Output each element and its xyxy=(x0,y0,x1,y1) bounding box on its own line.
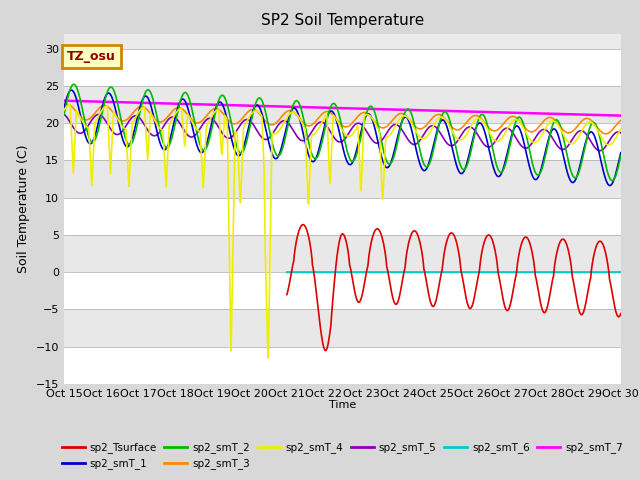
Bar xyxy=(64,310,621,347)
Y-axis label: Soil Temperature (C): Soil Temperature (C) xyxy=(17,144,30,273)
Bar xyxy=(64,347,621,384)
Title: SP2 Soil Temperature: SP2 Soil Temperature xyxy=(260,13,424,28)
Bar xyxy=(64,235,621,272)
Bar xyxy=(64,86,621,123)
Bar xyxy=(64,123,621,160)
Bar xyxy=(64,198,621,235)
Bar xyxy=(64,160,621,198)
Text: TZ_osu: TZ_osu xyxy=(67,50,116,63)
Bar xyxy=(64,272,621,310)
X-axis label: Time: Time xyxy=(329,400,356,410)
Legend: sp2_Tsurface, sp2_smT_1, sp2_smT_2, sp2_smT_3, sp2_smT_4, sp2_smT_5, sp2_smT_6, : sp2_Tsurface, sp2_smT_1, sp2_smT_2, sp2_… xyxy=(58,438,627,474)
Bar xyxy=(64,48,621,86)
